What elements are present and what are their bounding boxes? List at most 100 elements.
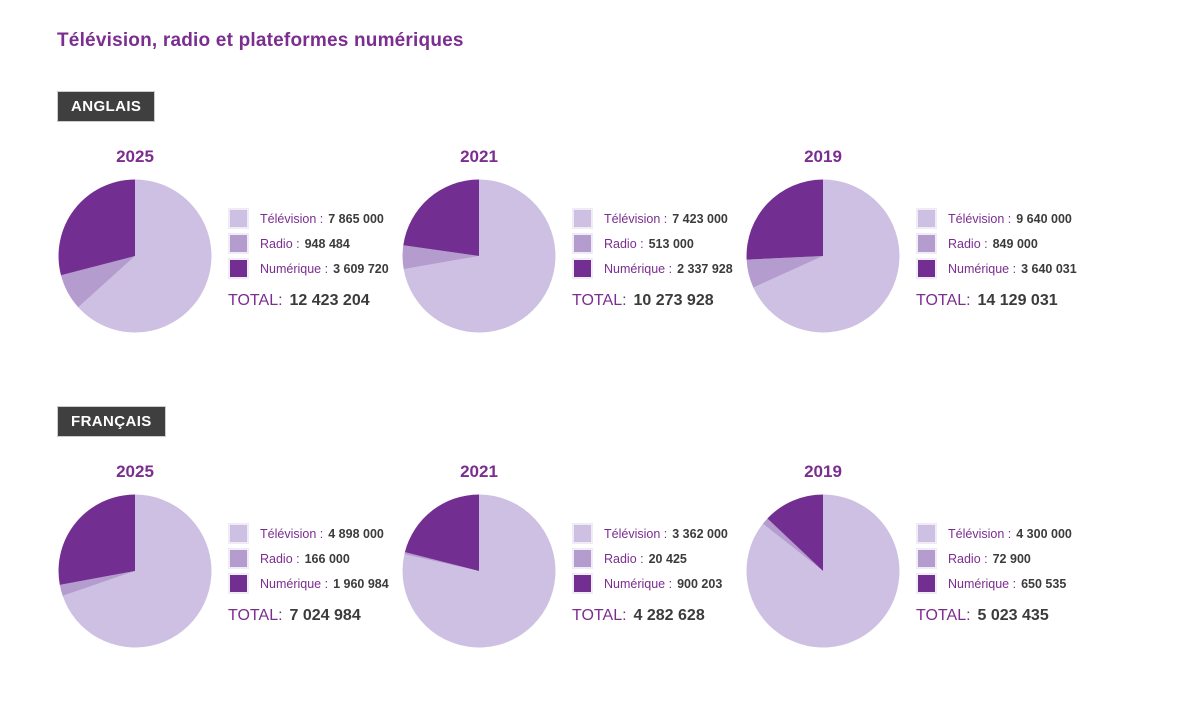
legend-label: Numérique :	[604, 261, 673, 276]
legend-label: Télévision :	[604, 211, 668, 226]
total-label: TOTAL:	[916, 607, 971, 624]
legend: Télévision : 7 865 000 Radio : 948 484 N…	[228, 147, 389, 310]
pie-column: 2021	[401, 147, 557, 334]
legend-label: Radio :	[260, 236, 300, 251]
year-label: 2025	[116, 462, 154, 481]
legend-item: Radio : 72 900	[916, 548, 1072, 569]
legend-label: Télévision :	[260, 211, 324, 226]
legend-value: 72 900	[992, 551, 1031, 566]
pie-chart	[58, 494, 212, 648]
section-badge: FRANÇAIS	[57, 406, 166, 437]
legend-value: 9 640 000	[1016, 211, 1072, 226]
legend-swatch-icon	[228, 573, 249, 594]
pie-groups-row: 2025 Télévision : 7 865 000 Radio : 948 …	[57, 147, 1186, 334]
legend-value: 7 423 000	[672, 211, 728, 226]
legend-item: Radio : 513 000	[572, 233, 733, 254]
pie-slice	[753, 179, 900, 333]
legend-items: Télévision : 7 423 000 Radio : 513 000 N…	[572, 208, 733, 279]
legend-swatch-icon	[916, 523, 937, 544]
pie-group: 2021 Télévision : 7 423 000 Radio : 513 …	[401, 147, 745, 334]
legend-item: Numérique : 650 535	[916, 573, 1072, 594]
legend-swatch-icon	[572, 258, 593, 279]
legend-label: Numérique :	[260, 261, 329, 276]
year-label: 2021	[460, 147, 498, 166]
legend-item: Radio : 849 000	[916, 233, 1077, 254]
legend-label: Numérique :	[604, 576, 673, 591]
pie-slice	[404, 494, 479, 571]
legend-value: 900 203	[677, 576, 723, 591]
infographic-page: Télévision, radio et plateformes numériq…	[57, 30, 1186, 649]
year-label: 2021	[460, 462, 498, 481]
total-line: TOTAL: 14 129 031	[916, 292, 1077, 310]
year-label: 2025	[116, 147, 154, 166]
language-section-anglais: ANGLAIS 2025 Télévision : 7 865 000 Radi…	[57, 91, 1186, 334]
pie-slice	[762, 518, 823, 571]
pie-slice	[62, 494, 212, 648]
total-line: TOTAL: 7 024 984	[228, 607, 389, 625]
legend-value: 650 535	[1021, 576, 1067, 591]
total-label: TOTAL:	[228, 607, 283, 624]
pie-slice	[746, 494, 900, 648]
legend-swatch-icon	[916, 208, 937, 229]
legend-label: Télévision :	[948, 526, 1012, 541]
legend-value: 7 865 000	[328, 211, 384, 226]
legend-value: 166 000	[304, 551, 350, 566]
language-section-francais: FRANÇAIS 2025 Télévision : 4 898 000 Rad…	[57, 406, 1186, 649]
legend-label: Radio :	[948, 551, 988, 566]
total-label: TOTAL:	[228, 292, 283, 309]
legend-value: 4 300 000	[1016, 526, 1072, 541]
total-label: TOTAL:	[572, 607, 627, 624]
legend-value: 3 640 031	[1021, 261, 1077, 276]
pie-group: 2019 Télévision : 4 300 000 Radio : 72 9…	[745, 462, 1089, 649]
legend-item: Numérique : 3 609 720	[228, 258, 389, 279]
legend-label: Télévision :	[948, 211, 1012, 226]
legend-item: Télévision : 4 300 000	[916, 523, 1072, 544]
total-line: TOTAL: 12 423 204	[228, 292, 389, 310]
legend-swatch-icon	[916, 258, 937, 279]
pie-column: 2021	[401, 462, 557, 649]
pie-slice	[746, 179, 823, 260]
total-label: TOTAL:	[916, 292, 971, 309]
total-value: 10 273 928	[633, 292, 714, 309]
total-line: TOTAL: 10 273 928	[572, 292, 733, 310]
legend-swatch-icon	[572, 208, 593, 229]
legend-item: Télévision : 3 362 000	[572, 523, 728, 544]
legend-label: Numérique :	[948, 576, 1017, 591]
legend-item: Télévision : 7 865 000	[228, 208, 389, 229]
page-title: Télévision, radio et plateformes numériq…	[57, 30, 464, 51]
legend-label: Télévision :	[260, 526, 324, 541]
legend-item: Télévision : 9 640 000	[916, 208, 1077, 229]
pie-slice	[58, 494, 135, 585]
pie-slice	[746, 256, 823, 288]
legend-value: 4 898 000	[328, 526, 384, 541]
legend-label: Radio :	[604, 236, 644, 251]
legend-swatch-icon	[916, 233, 937, 254]
pie-slice	[59, 571, 136, 596]
legend-swatch-icon	[916, 548, 937, 569]
year-label: 2019	[804, 147, 842, 166]
pie-slice	[403, 179, 479, 256]
total-value: 5 023 435	[977, 607, 1049, 624]
total-label: TOTAL:	[572, 292, 627, 309]
total-line: TOTAL: 4 282 628	[572, 607, 728, 625]
legend-value: 849 000	[992, 236, 1038, 251]
legend-item: Numérique : 2 337 928	[572, 258, 733, 279]
legend-label: Radio :	[604, 551, 644, 566]
legend-item: Télévision : 7 423 000	[572, 208, 733, 229]
legend-item: Radio : 948 484	[228, 233, 389, 254]
legend-value: 2 337 928	[677, 261, 733, 276]
year-label: 2019	[804, 462, 842, 481]
legend-item: Numérique : 3 640 031	[916, 258, 1077, 279]
pie-slice	[402, 245, 479, 270]
legend-label: Radio :	[260, 551, 300, 566]
legend-swatch-icon	[228, 233, 249, 254]
pie-slice	[767, 494, 823, 571]
pie-slice	[402, 494, 556, 648]
legend-value: 948 484	[304, 236, 350, 251]
legend-item: Numérique : 1 960 984	[228, 573, 389, 594]
pie-slice	[404, 552, 479, 571]
pie-slice	[58, 179, 135, 276]
legend-value: 513 000	[648, 236, 694, 251]
pie-chart	[746, 179, 900, 333]
legend-item: Radio : 20 425	[572, 548, 728, 569]
